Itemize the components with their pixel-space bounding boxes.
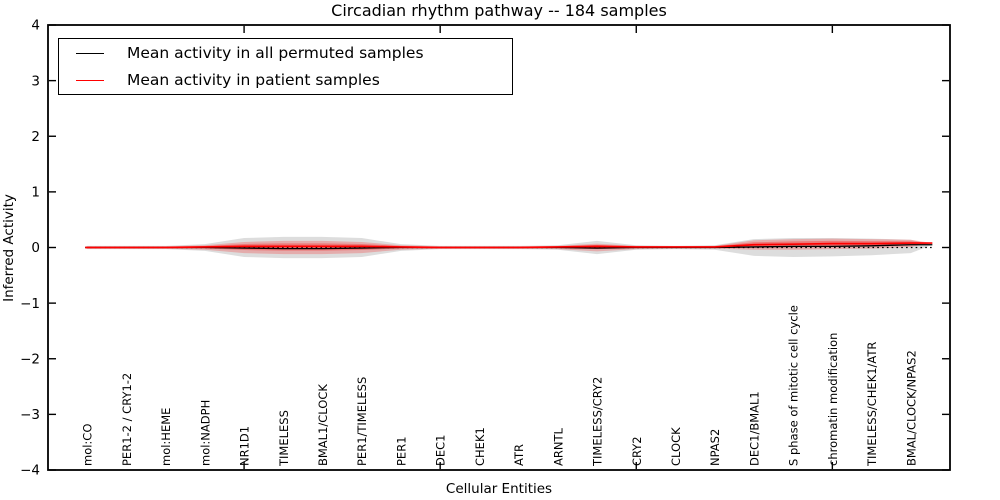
x-category-label: CRY2 — [630, 436, 644, 466]
x-category-label: PER1 — [394, 436, 408, 466]
legend-entry-permuted: Mean activity in all permuted samples — [59, 40, 512, 66]
y-tick-label: 4 — [31, 18, 40, 34]
x-category-label: CHEK1 — [473, 427, 487, 466]
patient-mean-line — [85, 242, 933, 249]
x-category-label: TIMELESS/CHEK1/ATR — [865, 342, 879, 467]
x-axis-label: Cellular Entities — [445, 481, 553, 497]
legend-box: Mean activity in all permuted samples Me… — [58, 38, 513, 95]
y-tick-label: −4 — [20, 463, 40, 479]
y-tick-label: −2 — [20, 351, 40, 367]
x-category-label: S phase of mitotic cell cycle — [787, 305, 801, 466]
x-category-label: mol:CO — [81, 424, 95, 466]
x-category-label: NPAS2 — [708, 429, 722, 466]
x-category-label: ARNTL — [551, 428, 565, 466]
permuted-line-swatch — [76, 52, 104, 54]
x-category-label: PER1-2 / CRY1-2 — [120, 373, 134, 466]
x-category-label: PER1/TIMELESS — [355, 377, 369, 466]
x-category-label: ATR — [512, 444, 526, 466]
patient-line-swatch — [76, 79, 104, 81]
x-category-label: mol:NADPH — [198, 400, 212, 466]
patient-spread-band-outer — [85, 238, 933, 255]
legend-entry-patient: Mean activity in patient samples — [59, 67, 512, 93]
legend-label-patient: Mean activity in patient samples — [127, 71, 380, 89]
x-category-label: DEC1/BMAL1 — [747, 391, 761, 466]
chart-title: Circadian rhythm pathway -- 184 samples — [331, 1, 667, 20]
x-category-label: NR1D1 — [238, 426, 252, 466]
x-category-label: TIMELESS — [277, 410, 291, 467]
y-tick-label: −1 — [20, 296, 40, 312]
legend-label-permuted: Mean activity in all permuted samples — [127, 44, 424, 62]
y-tick-label: −3 — [20, 407, 40, 423]
x-category-label: BMAL/CLOCK/NPAS2 — [904, 350, 918, 466]
y-axis-label: Inferred Activity — [1, 194, 17, 302]
y-tick-label: 0 — [31, 240, 40, 256]
x-category-label: mol:HEME — [159, 408, 173, 466]
x-category-label: chromatin modification — [826, 333, 840, 466]
y-tick-label: 1 — [31, 185, 40, 201]
x-category-label: CLOCK — [669, 427, 683, 466]
axes-frame — [47, 24, 951, 471]
y-tick-label: 2 — [31, 129, 40, 145]
x-category-label: DEC1 — [434, 435, 448, 466]
x-category-label: TIMELESS/CRY2 — [591, 377, 605, 467]
y-tick-label: 3 — [31, 73, 40, 89]
x-category-label: BMAL1/CLOCK — [316, 384, 330, 466]
